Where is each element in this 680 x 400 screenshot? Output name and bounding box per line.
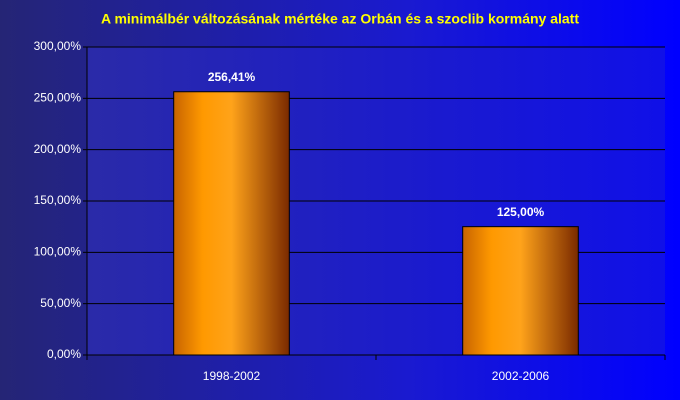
x-tick-label: 2002-2006: [492, 369, 550, 383]
chart-title: A minimálbér változásának mértéke az Orb…: [101, 11, 579, 27]
bar: [462, 226, 579, 356]
data-label: 256,41%: [208, 70, 256, 84]
data-label: 125,00%: [497, 205, 545, 219]
bar: [173, 91, 290, 356]
y-tick-label: 300,00%: [34, 39, 82, 53]
x-tick-label: 1998-2002: [203, 369, 261, 383]
y-tick-label: 250,00%: [34, 91, 82, 105]
y-tick-label: 100,00%: [34, 245, 82, 259]
y-tick-label: 50,00%: [40, 296, 81, 310]
y-tick-label: 0,00%: [47, 347, 81, 361]
y-tick-label: 200,00%: [34, 142, 82, 156]
y-tick-label: 150,00%: [34, 193, 82, 207]
